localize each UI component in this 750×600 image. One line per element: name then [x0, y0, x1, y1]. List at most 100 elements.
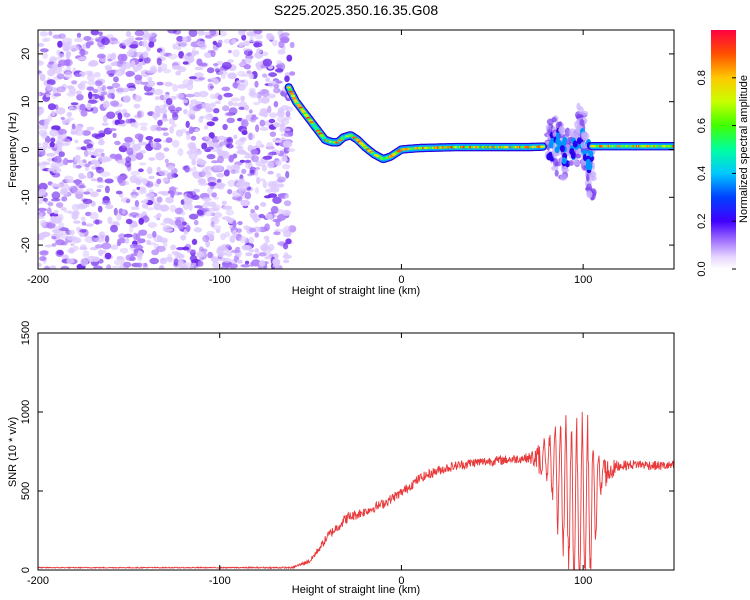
- noise-blob: [82, 250, 90, 258]
- noise-blob: [181, 221, 187, 226]
- noise-blob: [38, 142, 42, 147]
- noise-blob: [51, 243, 57, 247]
- noise-blob: [57, 128, 67, 135]
- noise-blob: [123, 112, 131, 118]
- noise-blob: [254, 232, 259, 238]
- noise-blob: [285, 170, 290, 179]
- noise-blob: [134, 133, 144, 140]
- colorbar-tick-label: 0.8: [696, 70, 708, 85]
- burst-blob: [591, 162, 596, 171]
- noise-blob: [204, 113, 214, 121]
- noise-blob: [173, 258, 179, 266]
- x-tick-label: 0: [398, 575, 404, 587]
- noise-blob: [281, 156, 288, 162]
- noise-blob: [156, 235, 163, 243]
- noise-blob: [45, 152, 56, 157]
- noise-blob: [159, 204, 170, 212]
- noise-blob: [175, 40, 181, 46]
- noise-blob: [71, 80, 78, 85]
- noise-blob: [183, 196, 193, 205]
- colorbar-tick-label: 0.0: [696, 261, 708, 276]
- noise-blob: [272, 258, 281, 266]
- noise-blob: [254, 168, 259, 177]
- noise-blob: [159, 169, 169, 177]
- noise-blob: [218, 252, 227, 256]
- noise-blob: [221, 200, 227, 205]
- noise-region: [38, 30, 297, 269]
- noise-blob: [60, 265, 70, 269]
- noise-blob: [92, 88, 99, 94]
- noise-blob: [169, 126, 175, 134]
- noise-blob: [114, 140, 121, 146]
- noise-blob: [61, 207, 67, 212]
- noise-blob: [153, 215, 161, 219]
- noise-blob: [217, 39, 223, 45]
- noise-blob: [133, 66, 139, 73]
- noise-blob: [38, 212, 43, 217]
- noise-blob: [73, 156, 81, 164]
- noise-blob: [197, 260, 204, 267]
- noise-blob: [185, 225, 191, 232]
- noise-blob: [182, 61, 189, 65]
- snr-content: [38, 411, 674, 570]
- noise-blob: [236, 228, 242, 234]
- noise-blob: [284, 116, 292, 120]
- noise-blob: [130, 194, 137, 199]
- noise-blob: [176, 35, 184, 42]
- noise-blob: [62, 44, 70, 52]
- burst-blob: [586, 190, 593, 198]
- noise-blob: [125, 118, 131, 124]
- noise-blob: [38, 107, 45, 115]
- noise-blob: [258, 112, 265, 116]
- noise-blob: [260, 108, 269, 114]
- noise-blob: [142, 51, 149, 59]
- noise-blob: [210, 102, 216, 108]
- noise-blob: [251, 259, 261, 267]
- noise-blob: [86, 126, 95, 131]
- noise-blob: [74, 139, 79, 144]
- noise-blob: [168, 53, 178, 60]
- colorbar-tick-label: 0.4: [696, 166, 708, 181]
- noise-blob: [47, 103, 56, 111]
- noise-blob: [267, 93, 276, 99]
- noise-blob: [260, 96, 270, 104]
- noise-blob: [138, 58, 144, 62]
- noise-blob: [105, 204, 114, 210]
- y-tick-label: 1000: [20, 400, 32, 424]
- noise-blob: [201, 102, 212, 110]
- noise-blob: [237, 84, 246, 91]
- noise-blob: [224, 112, 235, 117]
- burst-core: [588, 150, 594, 158]
- noise-blob: [242, 48, 253, 52]
- noise-blob: [76, 94, 84, 101]
- noise-blob: [116, 159, 125, 164]
- noise-blob: [106, 86, 114, 90]
- noise-blob: [156, 178, 162, 184]
- noise-blob: [268, 182, 277, 189]
- noise-blob: [245, 252, 253, 257]
- noise-blob: [137, 111, 142, 118]
- noise-blob: [133, 248, 139, 254]
- noise-blob: [215, 228, 221, 234]
- noise-blob: [64, 71, 73, 80]
- noise-blob: [98, 139, 105, 146]
- x-tick-label: 0: [398, 274, 404, 286]
- noise-blob: [216, 178, 222, 184]
- noise-blob: [87, 80, 96, 86]
- noise-blob: [212, 40, 217, 46]
- noise-blob: [80, 244, 87, 250]
- noise-blob: [94, 148, 105, 153]
- noise-blob: [227, 49, 232, 54]
- noise-blob: [57, 40, 63, 48]
- track-core: [288, 90, 294, 93]
- noise-blob: [250, 149, 259, 155]
- noise-blob: [101, 91, 108, 96]
- noise-blob: [47, 168, 55, 172]
- noise-blob: [117, 109, 122, 114]
- noise-blob: [262, 51, 269, 57]
- noise-blob: [282, 209, 292, 216]
- noise-blob: [168, 118, 176, 125]
- noise-blob: [230, 97, 241, 102]
- noise-blob: [146, 207, 154, 211]
